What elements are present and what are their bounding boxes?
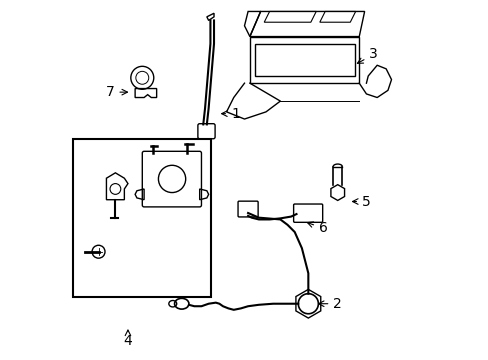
Text: 5: 5 [352, 194, 370, 208]
Text: 7: 7 [105, 85, 127, 99]
Text: 2: 2 [318, 297, 342, 311]
Text: 1: 1 [221, 107, 240, 121]
Text: 4: 4 [123, 330, 132, 348]
Text: 6: 6 [307, 221, 327, 235]
Bar [73, 139, 211, 297]
Text: 3: 3 [357, 48, 377, 63]
